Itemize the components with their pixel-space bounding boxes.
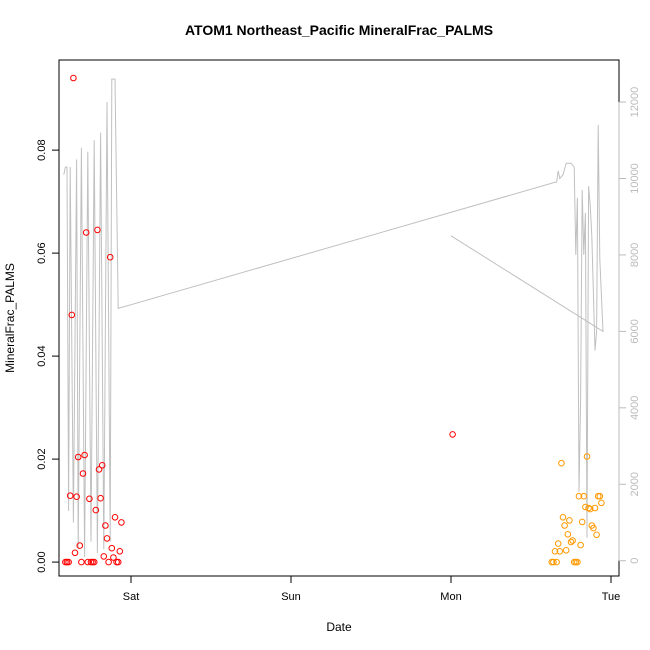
data-point [94, 226, 101, 234]
data-point [553, 558, 560, 566]
data-point [591, 504, 599, 512]
data-point [577, 541, 584, 549]
y-tick-label: 0.00 [36, 551, 48, 572]
chart-title: ATOM1 Northeast_Pacific MineralFrac_PALM… [185, 22, 493, 38]
data-point [556, 548, 564, 555]
data-point [90, 558, 98, 566]
data-point [65, 558, 72, 566]
data-point [564, 531, 572, 538]
y-tick-label: 0.02 [36, 448, 48, 469]
data-point [449, 431, 456, 438]
data-point [554, 540, 562, 547]
right-y-tick-label: 4000 [629, 396, 641, 420]
data-point [561, 522, 568, 529]
right-y-tick-label: 2000 [629, 472, 641, 496]
x-axis: Sat Sun Mon Tue [123, 575, 621, 603]
data-point [111, 514, 119, 521]
data-point [586, 505, 594, 513]
x-axis-label: Date [326, 620, 352, 634]
data-point [70, 74, 77, 82]
data-point [562, 547, 570, 554]
y-tick-label: 0.04 [36, 345, 48, 366]
data-point [74, 453, 82, 461]
data-point [98, 462, 106, 469]
data-point [78, 558, 85, 566]
data-point [68, 311, 76, 319]
right-y-tick-label: 0 [629, 558, 641, 564]
data-point [108, 544, 116, 552]
data-point [550, 558, 557, 566]
data-point [558, 459, 565, 467]
data-point [116, 548, 124, 555]
altitude-line-layer [63, 78, 604, 557]
data-point [105, 558, 112, 566]
data-point [114, 558, 122, 566]
data-point [82, 229, 90, 236]
data-point [76, 542, 84, 549]
data-point [102, 522, 109, 529]
data-point [106, 253, 114, 261]
data-point [559, 514, 567, 521]
right-y-tick-label: 6000 [629, 319, 641, 343]
data-point [590, 524, 597, 532]
data-point [583, 453, 591, 460]
data-point [84, 558, 92, 566]
altitude-line [63, 78, 604, 557]
data-point [118, 519, 125, 526]
right-y-tick-label: 12000 [629, 87, 641, 118]
right-y-tick-label: 8000 [629, 243, 641, 267]
data-point [575, 492, 583, 500]
x-tick-label: Mon [440, 591, 461, 603]
data-point [566, 517, 573, 524]
data-point [551, 548, 559, 555]
data-point [598, 499, 605, 507]
data-point [73, 493, 80, 501]
data-point [81, 451, 88, 459]
x-tick-label: Sun [281, 591, 301, 603]
data-point [79, 470, 87, 477]
x-tick-label: Sat [123, 591, 140, 603]
data-point [92, 506, 100, 514]
y-axis: 0.00 0.02 0.04 0.06 0.08 [36, 139, 60, 573]
data-point [100, 553, 108, 560]
data-point [103, 535, 111, 542]
data-point [97, 494, 104, 502]
data-point [567, 538, 575, 546]
data-point [71, 549, 79, 557]
data-point [593, 531, 600, 539]
right-y-axis: 0 2000 4000 6000 8000 10000 12000 [618, 87, 641, 564]
data-point [110, 554, 117, 561]
y-axis-label: MineralFrac_PALMS [3, 263, 17, 373]
data-point [569, 537, 576, 544]
y-tick-label: 0.06 [36, 242, 48, 263]
data-point [580, 492, 588, 500]
data-point [86, 495, 93, 503]
x-tick-label: Tue [602, 591, 621, 603]
plot-frame [58, 59, 620, 577]
data-point [95, 466, 103, 473]
data-point [585, 504, 592, 512]
y-tick-label: 0.08 [36, 139, 48, 160]
data-points-layer [62, 74, 605, 566]
data-point [578, 518, 586, 526]
data-point [596, 492, 604, 500]
right-y-tick-label: 10000 [629, 163, 641, 194]
data-point [574, 558, 581, 566]
data-point [66, 492, 74, 500]
